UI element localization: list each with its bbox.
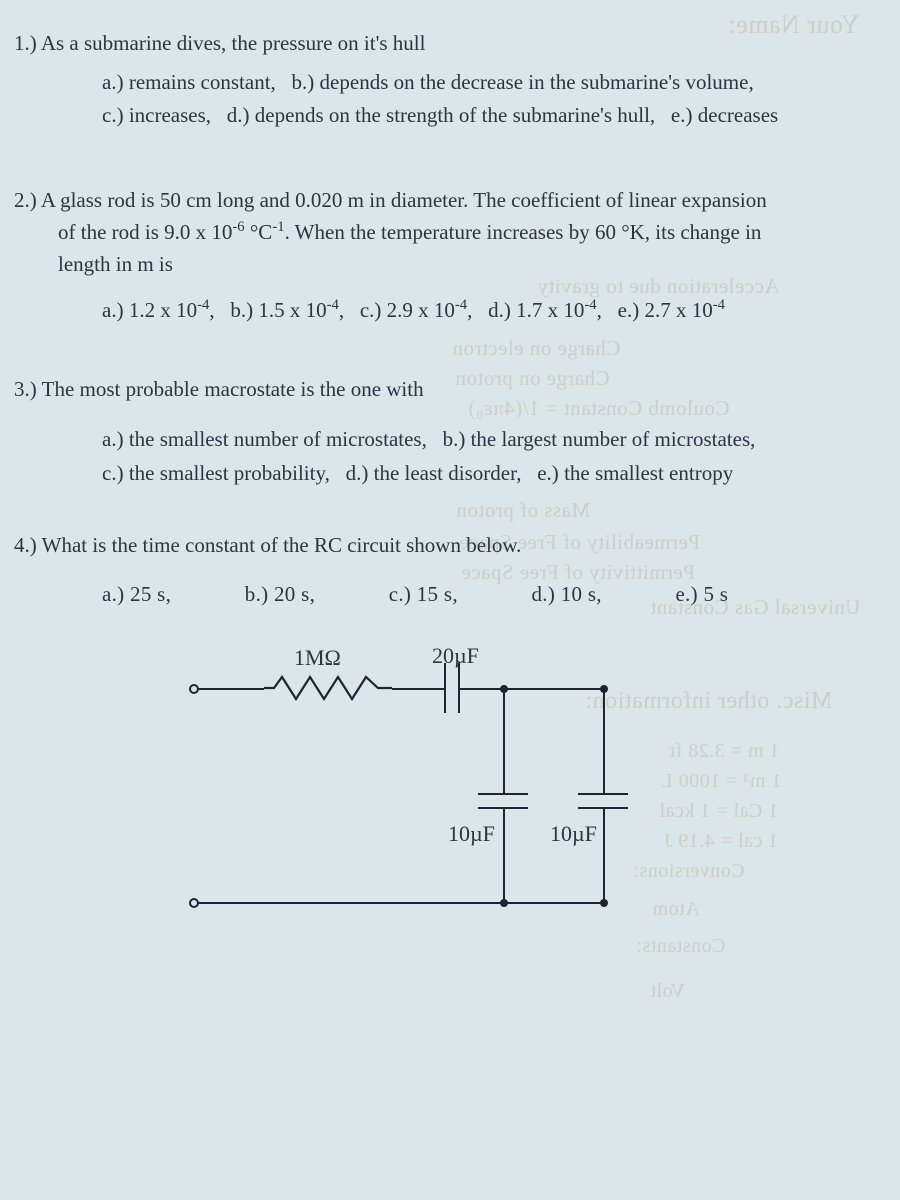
q2-opt-e-exp: -4: [713, 297, 725, 313]
resistor-icon: [264, 675, 392, 701]
q2-opt-a: 1.2 x 10: [129, 298, 197, 322]
circuit-terminal: [189, 898, 199, 908]
q3-opt-b: the largest number of microstates,: [471, 427, 756, 451]
question-4: 4.) What is the time constant of the RC …: [14, 530, 882, 963]
wire: [603, 809, 605, 903]
q4-options: a.) 25 s, b.) 20 s, c.) 15 s, d.) 10 s, …: [14, 582, 882, 607]
q2-opt-d: 1.7 x 10: [516, 298, 584, 322]
q3-opt-c: the smallest probability,: [129, 461, 330, 485]
q2-stem-l2b: . When the temperature increases by 60 °…: [285, 220, 762, 244]
q4-number: 4.): [14, 533, 37, 557]
capacitor-top-label: 20µF: [432, 643, 479, 669]
ghost-text: Volt: [650, 980, 685, 1003]
q2-opt-b-exp: -4: [327, 297, 339, 313]
wire: [460, 688, 604, 690]
q4-opt-a: 25 s,: [130, 582, 171, 606]
question-3: 3.) The most probable macrostate is the …: [14, 374, 882, 491]
resistor: [264, 675, 392, 701]
q2-stem: 2.) A glass rod is 50 cm long and 0.020 …: [14, 185, 882, 281]
rc-circuit-diagram: 1MΩ 20µF 10µF 10µF: [194, 643, 754, 963]
q4-opt-c: 15 s,: [417, 582, 458, 606]
q3-number: 3.): [14, 377, 37, 401]
q2-stem-l2a: of the rod is 9.0 x 10: [58, 220, 232, 244]
capacitor-right-label: 10µF: [550, 821, 597, 847]
wire: [603, 689, 605, 793]
q4-stem: 4.) What is the time constant of the RC …: [14, 530, 882, 562]
wire: [503, 689, 505, 793]
q3-opt-a: the smallest number of microstates,: [129, 427, 427, 451]
q1-opt-b: depends on the decrease in the submarine…: [320, 70, 754, 94]
q2-stem-l3: length in m is: [58, 252, 173, 276]
q1-options: a.) remains constant, b.) depends on the…: [14, 66, 882, 133]
resistor-label: 1MΩ: [294, 645, 341, 671]
q4-opt-b: 20 s,: [274, 582, 315, 606]
q3-opt-e: the smallest entropy: [564, 461, 733, 485]
q2-unit: °C: [245, 220, 273, 244]
circuit-node: [600, 899, 608, 907]
q3-stem: 3.) The most probable macrostate is the …: [14, 374, 882, 406]
q2-opt-c: 2.9 x 10: [387, 298, 455, 322]
q2-options: a.) 1.2 x 10-4, b.) 1.5 x 10-4, c.) 2.9 …: [14, 294, 882, 328]
q4-opt-d: 10 s,: [561, 582, 602, 606]
q1-opt-a: remains constant,: [129, 70, 276, 94]
q2-stem-l1: A glass rod is 50 cm long and 0.020 m in…: [41, 188, 767, 212]
q3-stem-text: The most probable macrostate is the one …: [42, 377, 424, 401]
q2-opt-a-exp: -4: [197, 297, 209, 313]
page-content: 1.) As a submarine dives, the pressure o…: [14, 28, 882, 963]
q3-opt-d: the least disorder,: [374, 461, 522, 485]
q1-opt-d: depends on the strength of the submarine…: [255, 103, 655, 127]
q4-stem-text: What is the time constant of the RC circ…: [42, 533, 522, 557]
q1-stem-text: As a submarine dives, the pressure on it…: [41, 31, 426, 55]
circuit-terminal: [189, 684, 199, 694]
q3-options: a.) the smallest number of microstates, …: [14, 423, 882, 490]
q2-opt-d-exp: -4: [584, 297, 596, 313]
wire: [194, 688, 264, 690]
q4-opt-e: 5 s: [703, 582, 728, 606]
capacitor-left-label: 10µF: [448, 821, 495, 847]
q2-number: 2.): [14, 188, 37, 212]
wire: [194, 902, 605, 904]
q1-opt-c: increases,: [129, 103, 211, 127]
q2-opt-b: 1.5 x 10: [258, 298, 326, 322]
q2-opt-c-exp: -4: [455, 297, 467, 313]
question-2: 2.) A glass rod is 50 cm long and 0.020 …: [14, 185, 882, 328]
q2-exp1: -6: [232, 219, 244, 235]
q1-opt-e: decreases: [698, 103, 778, 127]
q2-exp2: -1: [272, 219, 284, 235]
wire: [503, 809, 505, 903]
wire: [392, 688, 444, 690]
q1-number: 1.): [14, 31, 37, 55]
q2-opt-e: 2.7 x 10: [644, 298, 712, 322]
q1-stem: 1.) As a submarine dives, the pressure o…: [14, 28, 882, 60]
question-1: 1.) As a submarine dives, the pressure o…: [14, 28, 882, 133]
circuit-node: [500, 899, 508, 907]
